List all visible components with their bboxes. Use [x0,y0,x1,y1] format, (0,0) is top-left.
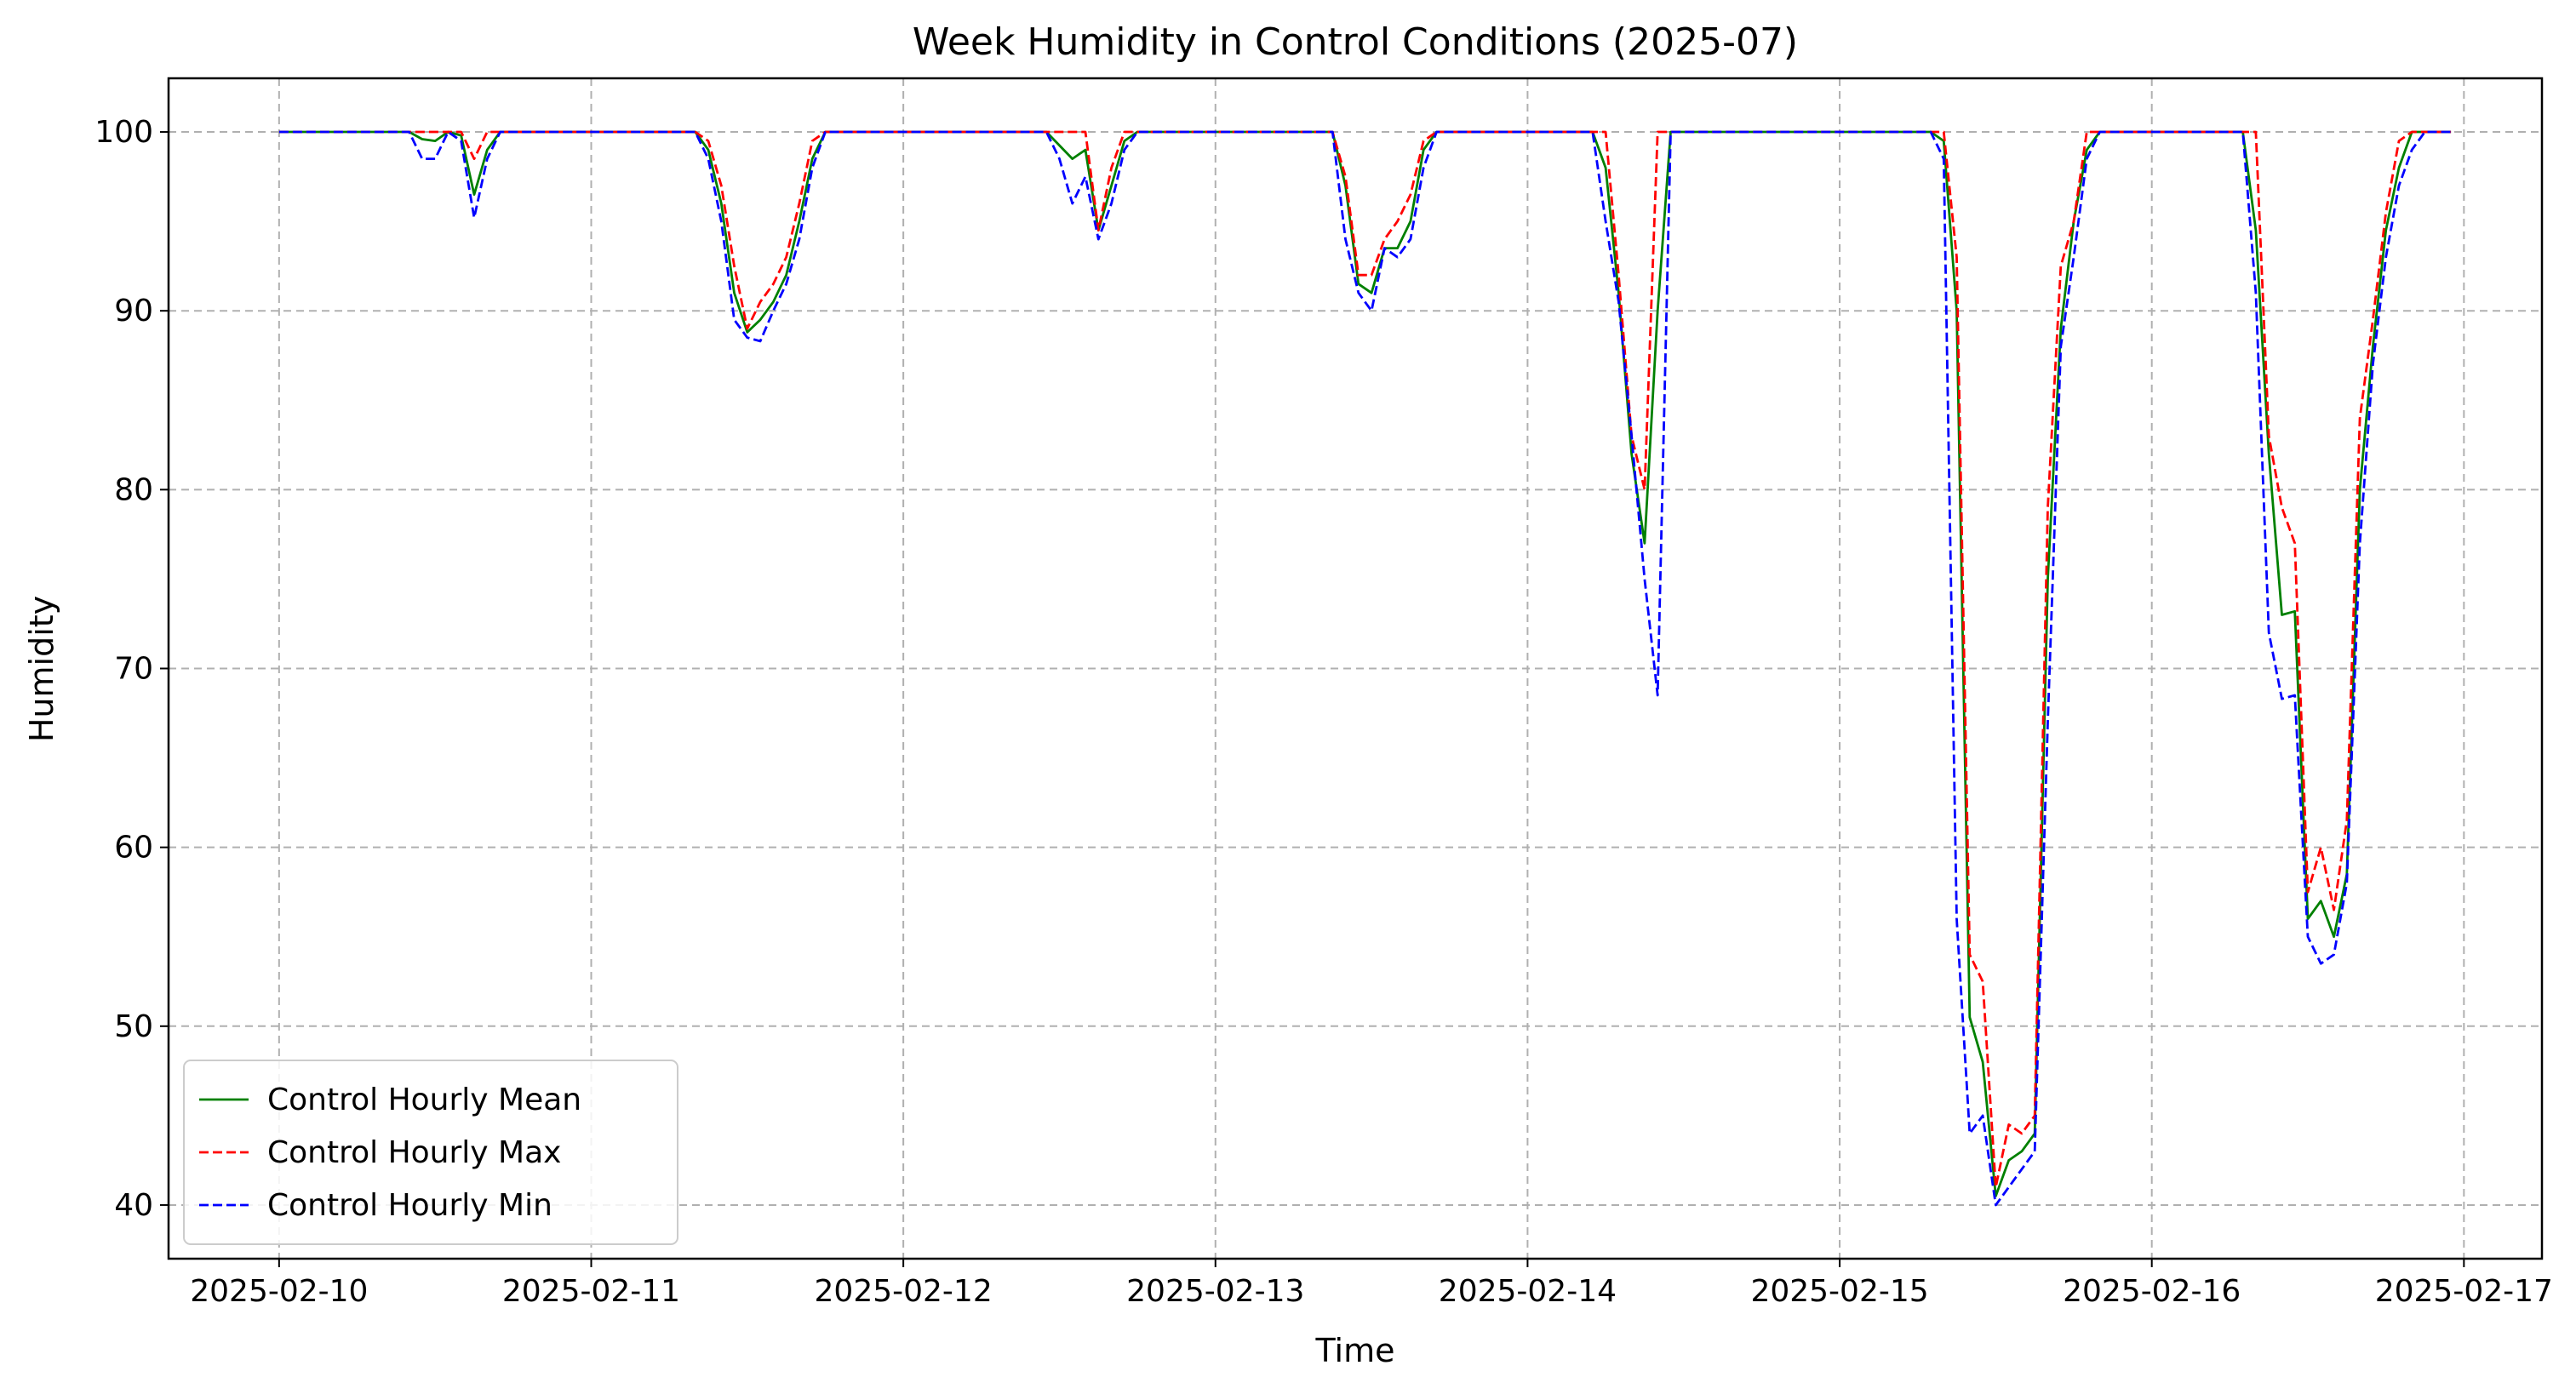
series-line-3 [278,130,2452,1207]
y-tick-label: 70 [114,652,153,687]
legend-label: Control Hourly Mean [267,1083,581,1117]
x-tick-label: 2025-02-14 [1439,1274,1617,1309]
legend-box [183,1060,678,1245]
chart-title: Week Humidity in Control Conditions (202… [913,20,1798,64]
x-tick-label: 2025-02-15 [1750,1274,1928,1309]
series-layer [278,130,2452,1207]
grid-lines [169,78,2542,1259]
x-axis: 2025-02-10 2025-02-11 2025-02-12 2025-02-13… [190,1259,2553,1309]
x-axis-label: Time [1315,1332,1395,1369]
y-tick-label: 40 [114,1188,153,1223]
y-axis-label: Humidity [23,596,60,742]
x-tick-label: 2025-02-11 [502,1274,680,1309]
y-tick-label: 60 [114,831,153,866]
x-tick-label: 2025-02-16 [2063,1274,2241,1309]
x-tick-label: 2025-02-10 [190,1274,368,1309]
x-tick-label: 2025-02-12 [815,1274,993,1309]
legend: Control Hourly Mean Control Hourly Max Con… [183,1060,678,1245]
x-tick-label: 2025-02-17 [2375,1274,2553,1309]
y-tick-label: 90 [114,294,153,329]
y-tick-label: 100 [94,115,153,150]
y-tick-label: 80 [114,472,153,507]
y-tick-label: 50 [114,1009,153,1044]
y-axis: 40 50 60 70 80 90 100 [94,115,169,1223]
legend-label: Control Hourly Min [267,1188,552,1223]
legend-label: Control Hourly Max [267,1135,561,1170]
x-tick-label: 2025-02-13 [1126,1274,1304,1309]
series-line-2 [278,130,2452,1189]
